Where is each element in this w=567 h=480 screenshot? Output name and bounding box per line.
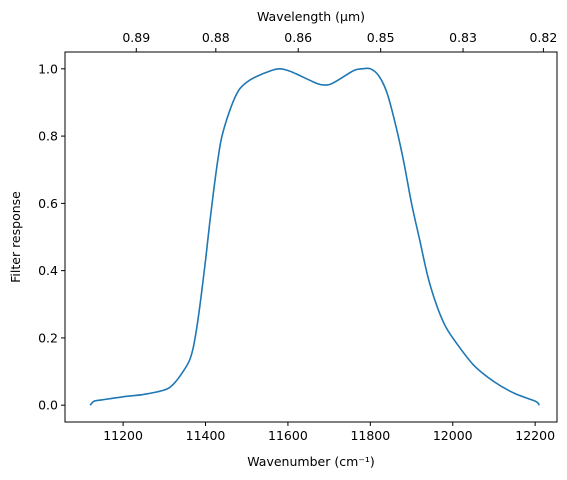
- x-tick-label: 11200: [103, 428, 143, 443]
- x-axis-label: Wavenumber (cm⁻¹): [247, 454, 374, 469]
- x-tick-label: 12000: [433, 428, 473, 443]
- top-tick-label: 0.89: [122, 30, 150, 45]
- y-tick-label: 0.0: [38, 398, 58, 413]
- top-tick-label: 0.88: [202, 30, 230, 45]
- plot-frame: [64, 51, 558, 423]
- top-tick-label: 0.83: [449, 30, 477, 45]
- x-tick-label: 11600: [268, 428, 308, 443]
- filter-response-line: [89, 67, 540, 406]
- y-tick-label: 0.4: [38, 263, 58, 278]
- y-axis-label: Filter response: [8, 191, 23, 283]
- y-tick-label: 0.2: [38, 330, 58, 345]
- top-tick-label: 0.85: [367, 30, 395, 45]
- y-tick-label: 0.8: [38, 129, 58, 144]
- y-tick-label: 0.6: [38, 196, 58, 211]
- x-tick-label: 12200: [515, 428, 555, 443]
- x-tick-label: 11400: [186, 428, 226, 443]
- x-tick-label: 11800: [350, 428, 390, 443]
- y-tick-label: 1.0: [38, 61, 58, 76]
- top-axis-label: Wavelength (μm): [257, 9, 365, 24]
- top-tick-label: 0.86: [284, 30, 312, 45]
- top-tick-label: 0.82: [529, 30, 557, 45]
